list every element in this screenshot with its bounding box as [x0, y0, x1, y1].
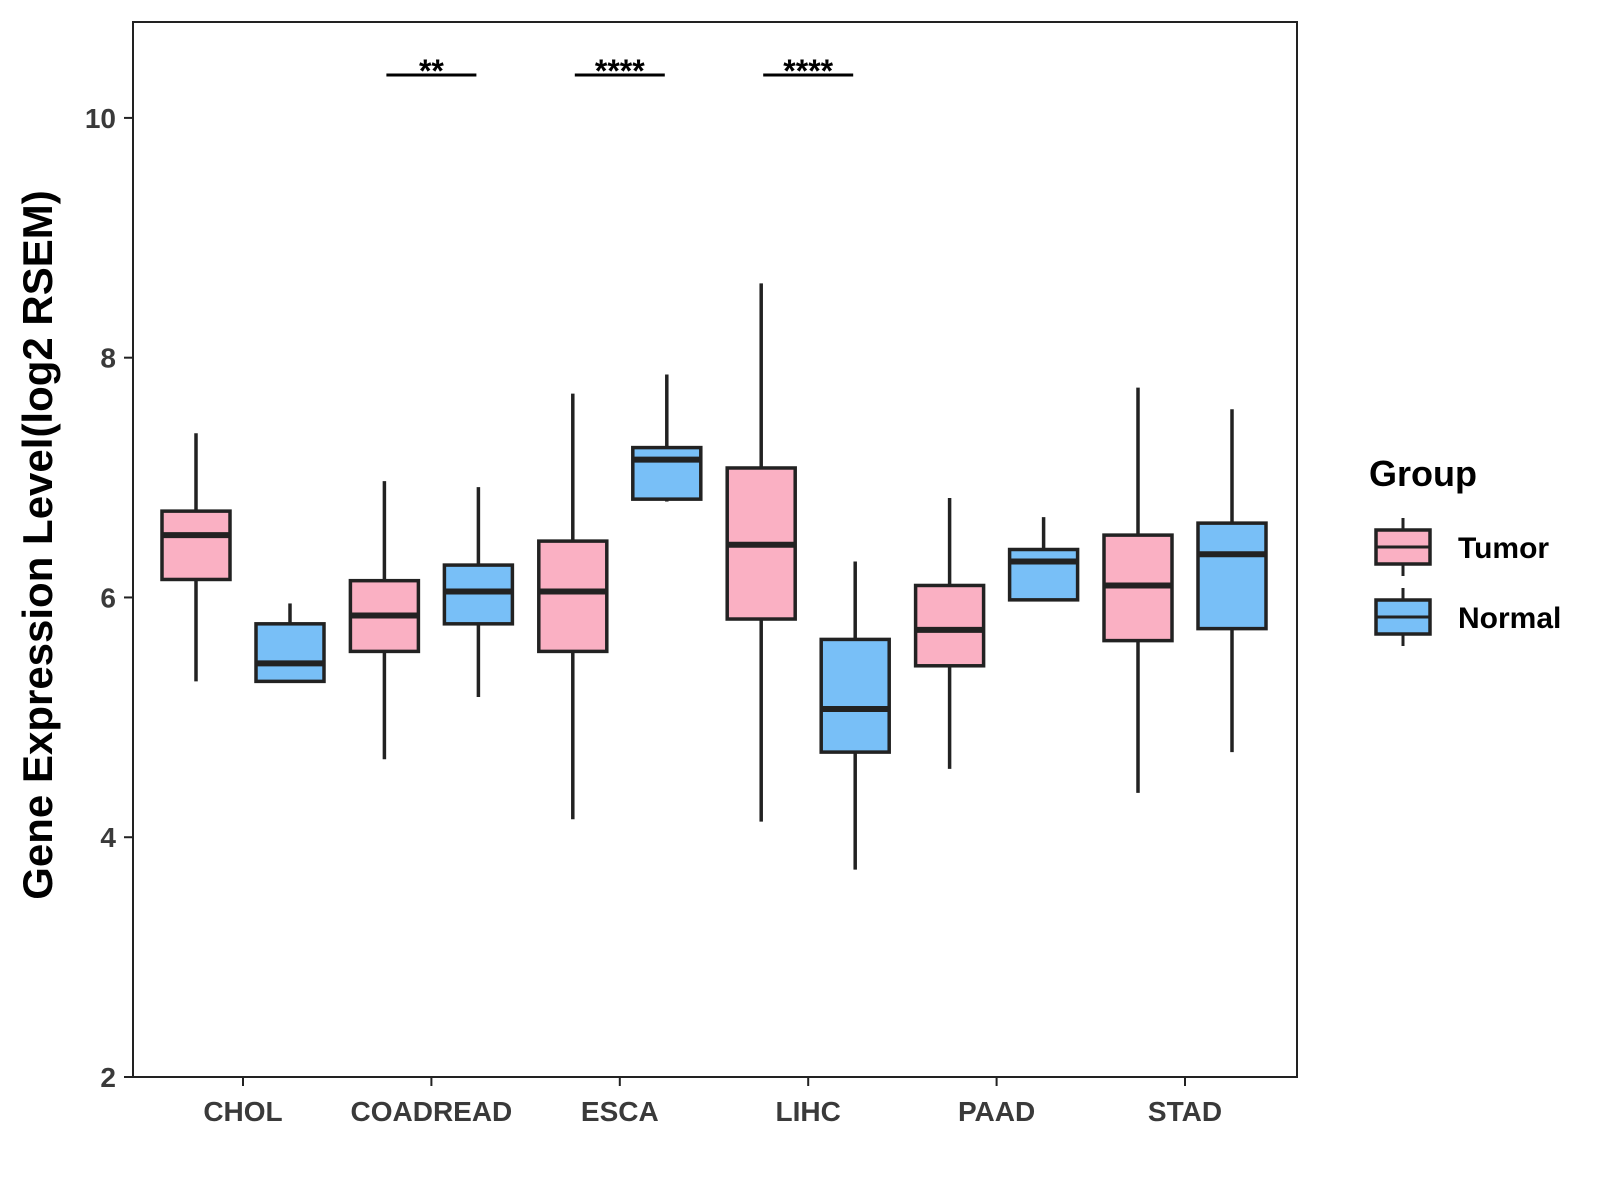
y-tick-label: 4 — [100, 822, 116, 853]
box-normal-coadread — [442, 487, 515, 697]
box-tumor-chol — [160, 433, 232, 682]
legend-key-normal — [1374, 588, 1432, 646]
box-body — [631, 445, 703, 501]
legend-label: Tumor — [1458, 532, 1549, 565]
legend-title: Group — [1369, 453, 1477, 494]
y-tick-label: 10 — [85, 103, 116, 134]
box-normal-esca — [631, 374, 703, 502]
box-tumor-coadread — [348, 481, 421, 760]
box-body — [537, 539, 609, 654]
box-body — [1196, 521, 1268, 631]
plot-area: ** **** **** — [160, 53, 1268, 870]
box-body — [819, 637, 891, 754]
axes: 2 4 6 8 10 CHOL COADREAD ESCA LIHC PAAD STAD — [85, 21, 1298, 1127]
legend: Group Tumor Normal — [1369, 453, 1561, 646]
x-tick-label: CHOL — [203, 1096, 282, 1127]
x-tick-label: ESCA — [581, 1096, 659, 1127]
y-axis-title: Gene Expression Level(log2 RSEM) — [14, 190, 61, 900]
box-normal-paad — [1007, 517, 1080, 602]
panel-border — [132, 21, 1298, 1078]
legend-key-tumor — [1374, 518, 1432, 576]
significance-label: ** — [419, 53, 444, 89]
x-tick-label: PAAD — [958, 1096, 1035, 1127]
y-tick-label: 2 — [100, 1062, 116, 1093]
box-tumor-esca — [537, 393, 609, 820]
box-body — [160, 509, 232, 582]
box-body — [254, 622, 326, 684]
box-tumor-lihc — [725, 283, 797, 822]
x-tick-label: COADREAD — [351, 1096, 513, 1127]
box-tumor-paad — [913, 497, 986, 769]
y-tick-label: 6 — [100, 582, 116, 613]
x-tick-label: LIHC — [776, 1096, 841, 1127]
y-tick-label: 8 — [100, 343, 116, 374]
legend-label: Normal — [1458, 602, 1561, 635]
box-tumor-stad — [1102, 387, 1174, 793]
box-normal-lihc — [819, 561, 891, 870]
box-body — [913, 583, 986, 668]
box-normal-chol — [254, 603, 326, 684]
box-normal-stad — [1196, 409, 1268, 753]
significance-label: **** — [595, 53, 645, 89]
significance-label: **** — [783, 53, 833, 89]
box-body — [1007, 547, 1080, 602]
x-tick-label: STAD — [1148, 1096, 1222, 1127]
